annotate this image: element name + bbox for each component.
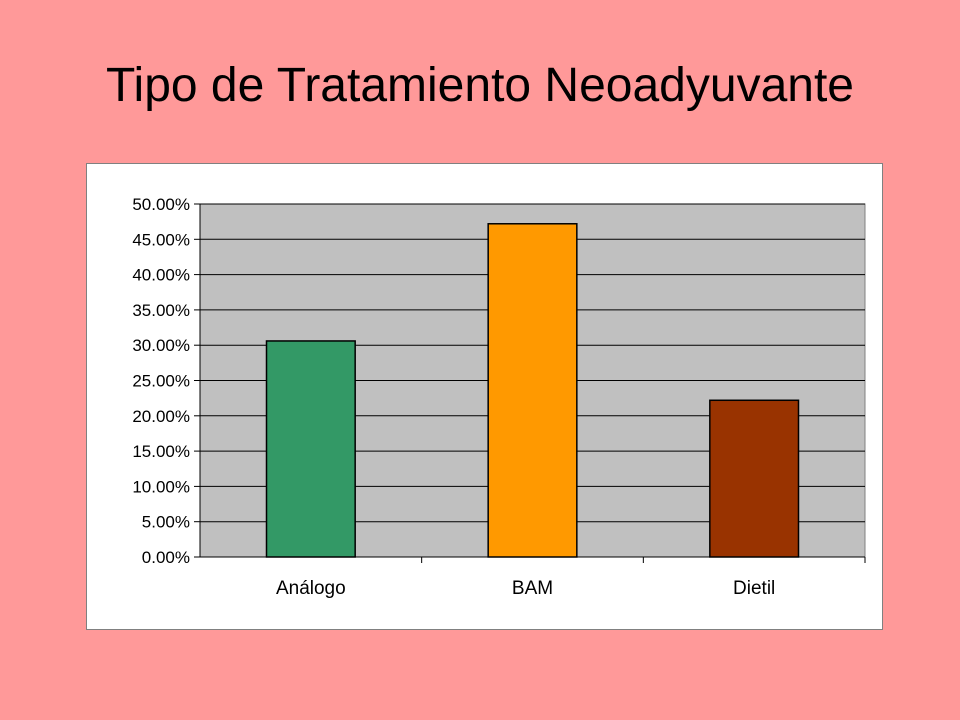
bar-0 (265, 340, 356, 558)
bar-chart: 0.00% 5.00% 10.00% 15.00% 20.00% 25.00% 30.00%… (132, 195, 866, 599)
x-category-label: Análogo (276, 578, 346, 599)
y-tick-label: 10.00% (132, 477, 190, 496)
y-tick-label: 15.00% (132, 442, 190, 461)
bar-2 (709, 399, 800, 558)
y-tick-label: 0.00% (142, 548, 190, 567)
y-tick-label: 45.00% (132, 230, 190, 249)
x-category-label: Dietil (733, 578, 775, 599)
x-category-label: BAM (512, 578, 553, 599)
y-tick-label: 25.00% (132, 372, 190, 391)
chart-frame: 0.00% 5.00% 10.00% 15.00% 20.00% 25.00% 30.00%… (86, 163, 883, 630)
y-tick-label: 30.00% (132, 336, 190, 355)
slide-title: Tipo de Tratamiento Neoadyuvante (105, 59, 854, 112)
y-tick-label: 5.00% (142, 513, 190, 532)
y-tick-label: 35.00% (132, 301, 190, 320)
y-tick-label: 40.00% (132, 266, 190, 285)
y-tick-label: 20.00% (132, 407, 190, 426)
y-tick-label: 50.00% (132, 195, 190, 214)
bar-1 (487, 223, 578, 558)
